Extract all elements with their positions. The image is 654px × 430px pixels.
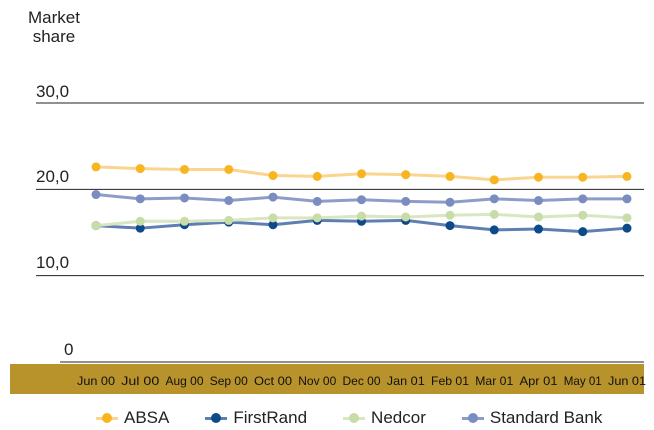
data-point-absa: [534, 172, 543, 182]
data-point-nedcor: [180, 216, 189, 226]
data-point-absa: [401, 170, 411, 180]
legend-label-nedcor: Nedcor: [371, 408, 426, 427]
data-point-nedcor: [91, 221, 101, 231]
series-nedcor: [91, 209, 632, 231]
data-point-absa: [578, 172, 588, 182]
data-point-nedcor: [445, 210, 455, 220]
legend-label-absa: ABSA: [124, 408, 170, 427]
x-axis-band: [10, 364, 644, 394]
legend-marker-nedcor: [343, 412, 366, 424]
data-point-absa: [268, 171, 278, 181]
x-tick-label: Oct 00: [254, 374, 292, 388]
legend-marker-firstrand: [205, 412, 228, 424]
data-point-firstrand: [135, 223, 145, 233]
data-point-standard-bank: [312, 196, 322, 206]
data-point-standard-bank: [534, 196, 543, 206]
data-point-standard-bank: [357, 195, 366, 205]
x-tick-label: Jun 01: [608, 374, 646, 388]
x-tick-label: Sep 00: [210, 374, 248, 388]
y-tick-label: 0: [64, 340, 74, 359]
x-tick-label: Dec 00: [343, 374, 381, 388]
data-point-nedcor: [135, 216, 145, 226]
data-point-nedcor: [312, 213, 322, 223]
data-point-standard-bank: [401, 196, 411, 206]
x-tick-label: May 01: [564, 374, 602, 388]
series-group: [91, 162, 632, 237]
data-point-nedcor: [489, 209, 499, 219]
data-point-standard-bank: [224, 196, 234, 206]
data-point-standard-bank: [268, 192, 278, 202]
y-axis-title: Market share: [28, 8, 80, 46]
data-point-absa: [312, 171, 322, 181]
data-point-absa: [224, 164, 234, 174]
data-point-absa: [135, 164, 145, 174]
data-point-standard-bank: [622, 194, 632, 204]
data-point-nedcor: [224, 215, 234, 225]
data-point-nedcor: [357, 211, 366, 221]
x-tick-label: Jun 00: [77, 374, 115, 388]
data-point-absa: [180, 164, 189, 174]
data-point-nedcor: [622, 213, 632, 223]
x-tick-labels: Jun 00 Jul 00 Aug 00 Sep 00 Oct 00 Nov 00 Dec …: [77, 374, 646, 388]
gridlines: [36, 102, 644, 363]
data-point-firstrand: [622, 223, 632, 233]
data-point-absa: [91, 162, 101, 172]
y-tick-label: 10,0: [36, 253, 70, 272]
x-tick-label: Jul 00: [121, 374, 159, 388]
data-point-standard-bank: [578, 194, 588, 204]
data-point-nedcor: [578, 210, 588, 220]
legend-marker-standard-bank: [461, 412, 484, 424]
data-point-absa: [489, 175, 499, 185]
x-tick-label: Aug 00: [166, 374, 204, 388]
x-tick-label: Apr 01: [520, 374, 558, 388]
y-axis-title-line2: share: [32, 27, 76, 46]
x-tick-label: Feb 01: [431, 374, 469, 388]
y-axis-title-line1: Market: [28, 8, 80, 27]
data-point-absa: [445, 171, 455, 181]
data-point-nedcor: [268, 213, 278, 223]
data-point-standard-bank: [445, 197, 455, 207]
data-point-absa: [357, 169, 366, 179]
data-point-firstrand: [445, 221, 455, 231]
data-point-firstrand: [268, 220, 278, 230]
data-point-standard-bank: [135, 194, 145, 204]
data-point-standard-bank: [180, 193, 189, 203]
x-tick-label: Mar 01: [475, 374, 513, 388]
data-point-absa: [622, 171, 632, 181]
x-tick-label: Jan 01: [387, 374, 425, 388]
series-standard-bank: [91, 190, 632, 207]
y-tick-label: 20,0: [36, 167, 70, 186]
data-point-firstrand: [489, 225, 499, 235]
data-point-nedcor: [401, 212, 411, 222]
data-point-nedcor: [534, 212, 543, 222]
data-point-standard-bank: [489, 194, 499, 204]
legend: ABSA FirstRand Nedcor Standard Bank: [96, 408, 638, 428]
data-point-firstrand: [578, 227, 588, 237]
legend-label-standard-bank: Standard Bank: [489, 408, 603, 427]
y-tick-label: 30,0: [36, 82, 70, 101]
data-point-firstrand: [534, 224, 543, 234]
legend-item-nedcor: Nedcor: [343, 408, 426, 428]
legend-label-firstrand: FirstRand: [233, 408, 308, 427]
data-point-standard-bank: [91, 190, 101, 200]
x-tick-label: Nov 00: [298, 374, 336, 388]
legend-item-firstrand: FirstRand: [205, 408, 307, 428]
legend-item-absa: ABSA: [96, 408, 169, 428]
legend-marker-absa: [96, 412, 118, 424]
series-absa: [91, 162, 632, 185]
legend-item-standard-bank: Standard Bank: [461, 408, 603, 428]
